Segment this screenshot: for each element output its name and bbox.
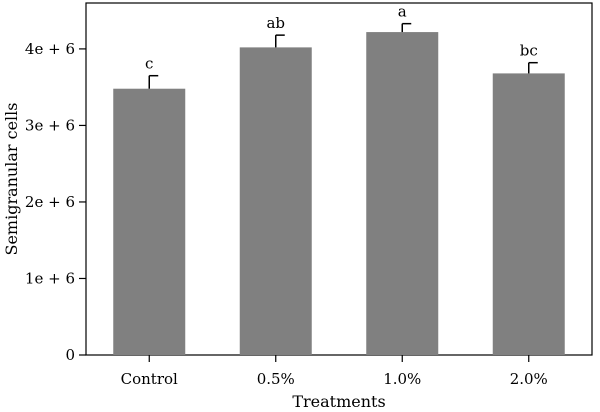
bar [492,73,565,356]
bars: c ab a bc [113,3,565,356]
x-axis-label: Treatments [292,392,385,411]
significance-label: c [145,55,153,73]
y-tick-label: 3e + 6 [25,116,75,134]
x-tick-label: 0.5% [257,370,295,388]
y-tick-label: 4e + 6 [25,40,75,58]
significance-label: a [398,3,407,21]
plot-frame [85,2,593,356]
x-tick-label: 1.0% [383,370,421,388]
x-axis: Control 0.5% 1.0% 2.0% [121,355,548,388]
x-tick-label: Control [121,370,178,388]
y-tick-label: 2e + 6 [25,193,75,211]
y-axis: 0 1e + 6 2e + 6 3e + 6 4e + 6 [25,40,86,364]
significance-label: bc [520,42,538,60]
bar [366,32,439,356]
significance-label: ab [266,14,285,32]
x-tick-label: 2.0% [510,370,548,388]
bar [239,47,312,356]
y-tick-label: 1e + 6 [25,269,75,287]
bar [113,88,186,355]
y-axis-label: Semigranular cells [2,102,21,255]
y-tick-label: 0 [65,346,75,364]
